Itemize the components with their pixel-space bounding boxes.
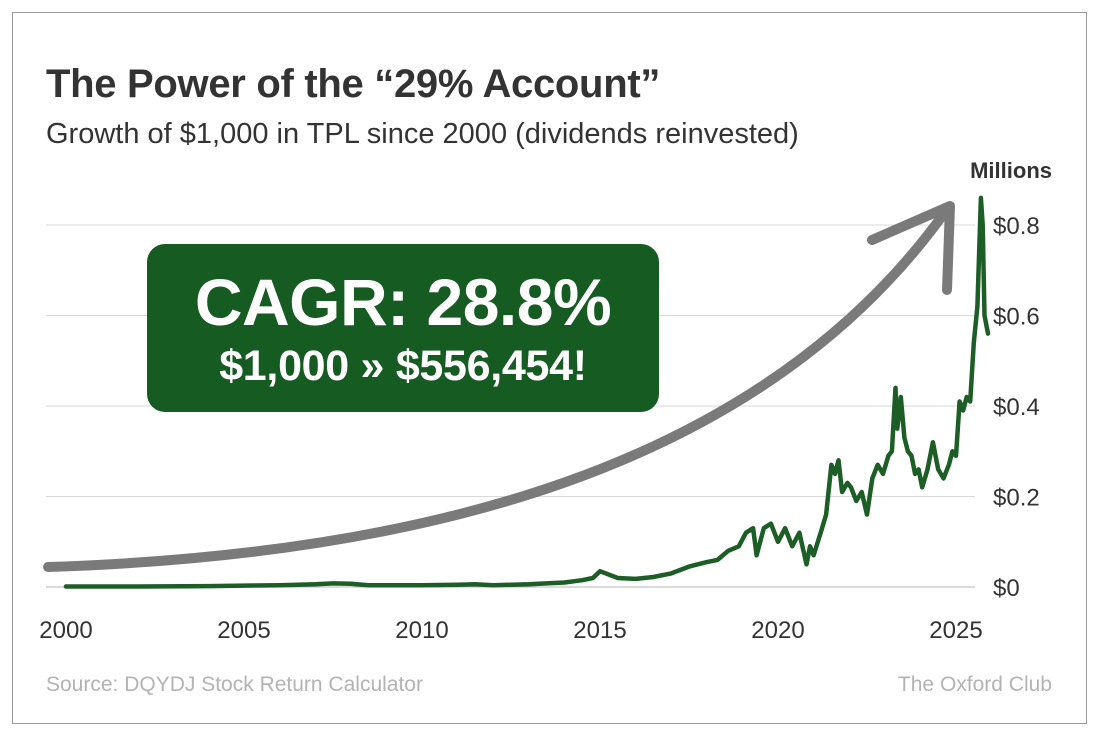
brand-label: The Oxford Club xyxy=(897,673,1052,696)
x-tick-label: 2010 xyxy=(395,617,448,644)
y-tick-label: $0.8 xyxy=(993,213,1040,240)
arrow-head xyxy=(867,201,955,295)
x-tick-label: 2020 xyxy=(751,617,804,644)
y-tick-label: $0.4 xyxy=(993,394,1040,421)
arrow-shaft xyxy=(43,207,950,572)
y-units-label: Millions xyxy=(970,158,1052,183)
y-axis-ticks: $0 $0.2 $0.4 $0.6 $0.8 xyxy=(993,213,1040,602)
x-tick-label: 2000 xyxy=(39,617,92,644)
y-tick-label: $0.6 xyxy=(993,304,1040,331)
x-tick-label: 2005 xyxy=(217,617,270,644)
x-tick-label: 2015 xyxy=(573,617,626,644)
series-line-0 xyxy=(63,195,991,589)
cagr-headline: CAGR: 28.8% xyxy=(194,265,612,339)
growth-arrow xyxy=(43,201,955,572)
chart-title: The Power of the “29% Account” xyxy=(46,62,661,106)
chart-subtitle: Growth of $1,000 in TPL since 2000 (divi… xyxy=(46,118,799,150)
series-group xyxy=(63,195,991,589)
source-note: Source: DQYDJ Stock Return Calculator xyxy=(46,673,423,696)
y-tick-label: $0 xyxy=(993,575,1020,602)
x-axis-ticks: 2000 2005 2010 2015 2020 2025 xyxy=(39,617,982,644)
cagr-callout: CAGR: 28.8% $1,000 » $556,454! xyxy=(147,244,659,412)
y-tick-label: $0.2 xyxy=(993,485,1040,512)
cagr-detail: $1,000 » $556,454! xyxy=(219,342,587,390)
x-tick-label: 2025 xyxy=(929,617,982,644)
